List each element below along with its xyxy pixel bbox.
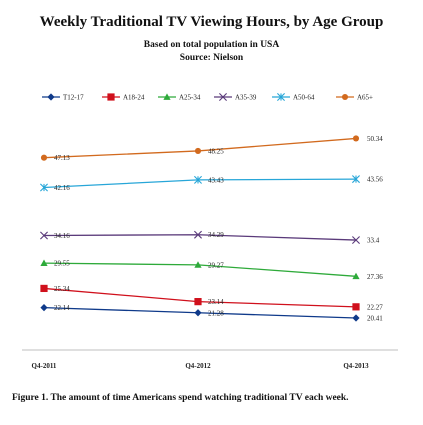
legend-item: A65+ (336, 94, 373, 102)
legend-marker (277, 93, 285, 101)
data-point (40, 183, 48, 192)
data-label: 29.27 (208, 261, 224, 269)
series-A50-64: 42.16 43.43 43.56 (40, 175, 383, 192)
data-label: 34.29 (208, 231, 224, 239)
data-point (194, 309, 202, 317)
x-axis: Q4-2011 Q4-2012 Q4-2013 (22, 349, 398, 370)
data-point (194, 261, 202, 268)
legend-label: T12-17 (63, 94, 84, 102)
legend-marker (219, 93, 227, 101)
data-point (40, 259, 48, 267)
legend: T12-17 A18-24 A25-34 A35-39 A50-64 A65+ (42, 93, 373, 102)
data-label: 50.34 (367, 135, 383, 143)
series-A18-24: 25.34 23.14 22.27 (40, 284, 383, 311)
legend-label: A18-24 (123, 94, 145, 102)
legend-label: A50-64 (293, 94, 315, 102)
data-label: 47.13 (54, 154, 70, 162)
data-label: 43.56 (367, 176, 383, 184)
legend-item: A18-24 (102, 93, 145, 102)
legend-label: A25-34 (179, 94, 201, 102)
data-point (40, 231, 48, 240)
data-label: 42.16 (54, 184, 70, 192)
data-point (352, 303, 360, 311)
data-point (194, 230, 202, 239)
data-point (352, 236, 360, 245)
legend-marker (47, 93, 55, 101)
data-label: 34.16 (54, 232, 70, 240)
plot-area: 22.14 21.28 20.41 25.34 23.14 22.27 29.55 29.27… (40, 135, 383, 323)
series-line (43, 178, 357, 189)
legend-label: A35-39 (235, 94, 257, 102)
data-point (352, 272, 360, 280)
chart-subtitle: Based on total population in USA (143, 40, 280, 50)
data-label: 20.41 (367, 315, 383, 323)
data-label: 22.14 (54, 304, 70, 312)
chart-title: Weekly Traditional TV Viewing Hours, by … (39, 14, 384, 30)
data-label: 25.34 (54, 285, 70, 293)
x-tick-label: Q4-2011 (32, 362, 57, 370)
data-point (194, 147, 202, 155)
data-label: 29.55 (54, 260, 70, 268)
legend-marker (163, 93, 171, 100)
legend-item: A35-39 (214, 93, 257, 102)
data-label: 33.4 (367, 237, 380, 245)
x-tick-label: Q4-2012 (185, 362, 211, 370)
data-point (194, 175, 202, 184)
data-point (352, 175, 360, 184)
legend-item: A50-64 (272, 93, 315, 102)
data-point (352, 314, 360, 322)
data-label: 23.14 (208, 298, 224, 306)
series-A25-34: 29.55 29.27 27.36 (40, 259, 383, 281)
legend-marker (341, 93, 349, 101)
data-label: 48.25 (208, 147, 224, 155)
data-label: 43.43 (208, 176, 224, 184)
data-point (40, 304, 48, 312)
data-label: 27.36 (367, 273, 383, 281)
series-A65+: 47.13 48.25 50.34 (40, 135, 383, 162)
data-point (40, 284, 48, 293)
legend-marker (107, 93, 115, 101)
series-T12-17: 22.14 21.28 20.41 (40, 304, 383, 323)
data-point (194, 298, 202, 306)
data-label: 22.27 (367, 303, 383, 311)
legend-item: T12-17 (42, 93, 84, 102)
series-line (43, 137, 357, 159)
data-point (40, 154, 48, 161)
chart-source: Source: Nielson (179, 53, 244, 63)
x-tick-label: Q4-2013 (343, 362, 369, 370)
figure-caption: Figure 1. The amount of time Americans s… (12, 393, 349, 403)
legend-item: A25-34 (158, 93, 201, 102)
data-point (352, 135, 360, 142)
data-label: 21.28 (208, 309, 224, 317)
legend-label: A65+ (357, 94, 373, 102)
series-A35-39: 34.16 34.29 33.4 (40, 230, 380, 245)
